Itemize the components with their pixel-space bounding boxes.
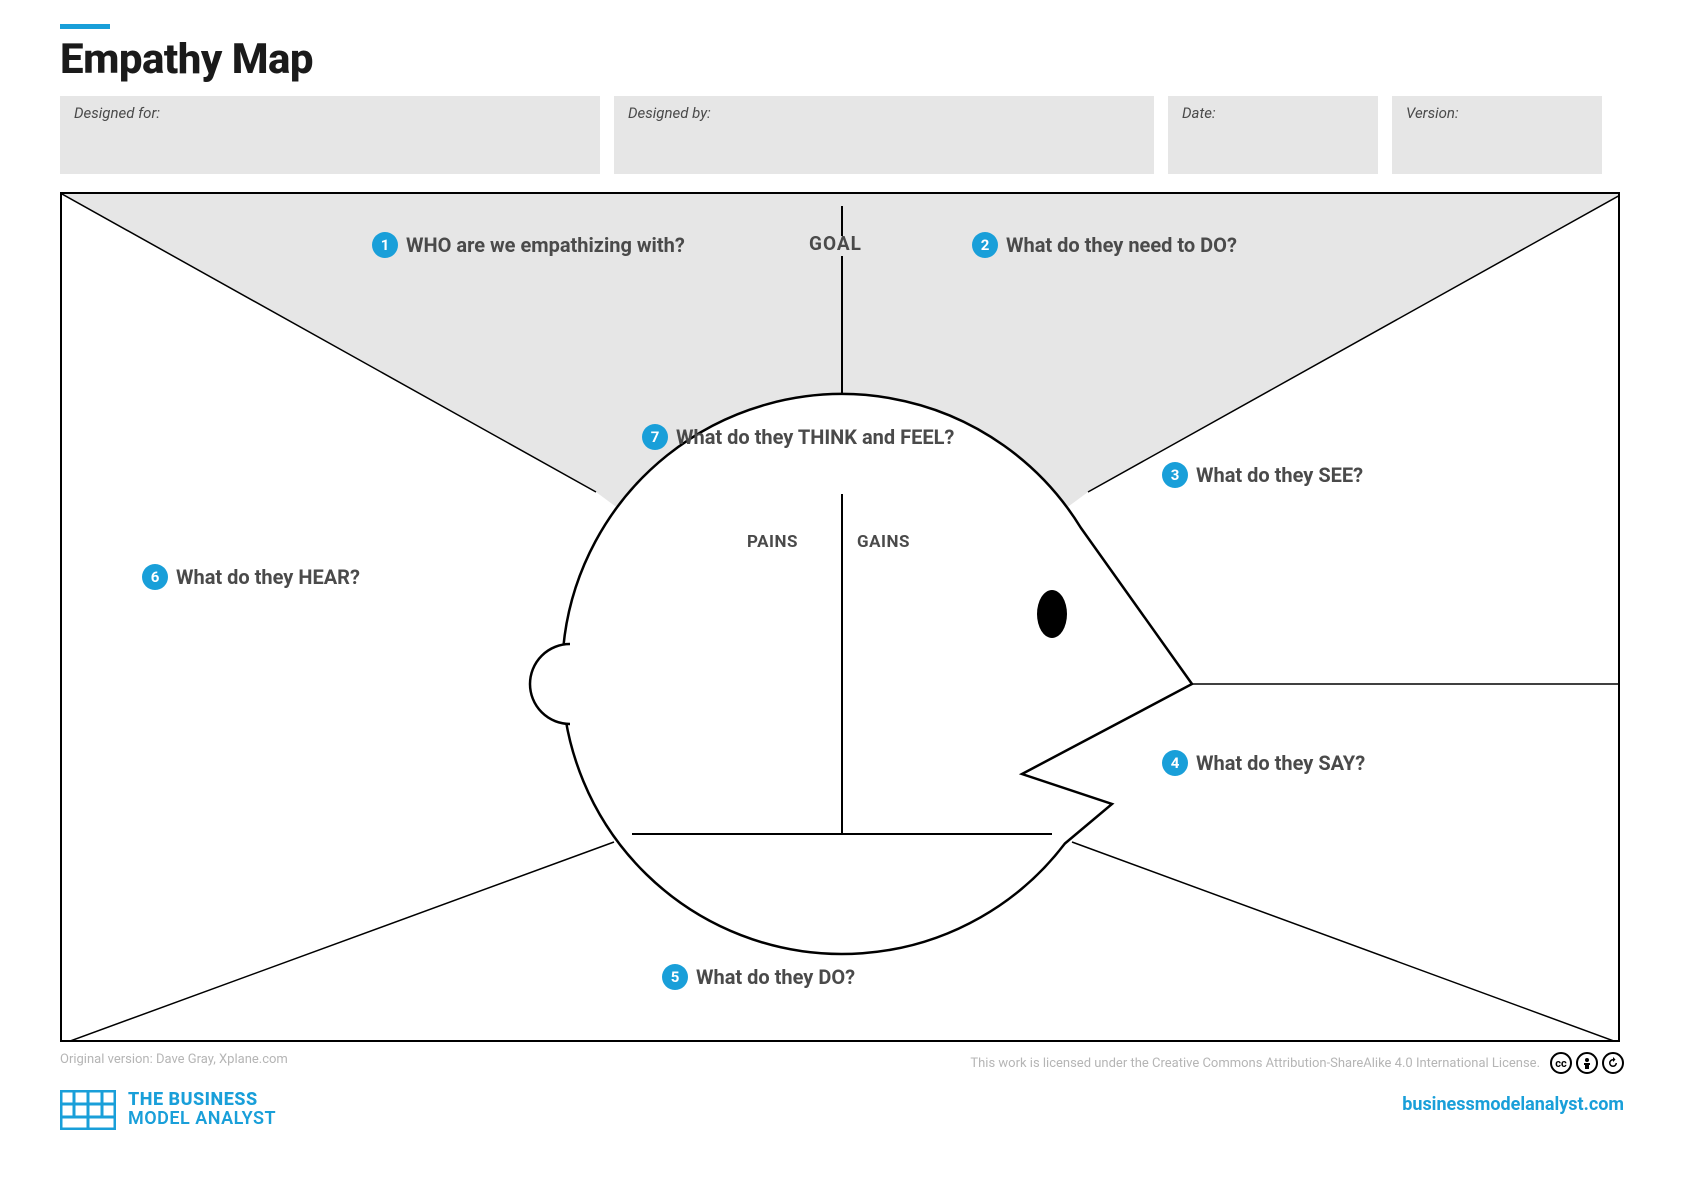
question-3-text: What do they SEE? xyxy=(1196,463,1363,487)
cc-icons: cc xyxy=(1550,1052,1624,1074)
question-4-text: What do they SAY? xyxy=(1196,751,1365,775)
badge-7: 7 xyxy=(642,424,668,450)
badge-3: 3 xyxy=(1162,462,1188,488)
meta-date[interactable]: Date: xyxy=(1168,96,1378,174)
question-6-text: What do they HEAR? xyxy=(176,565,360,589)
meta-version[interactable]: Version: xyxy=(1392,96,1602,174)
map-svg xyxy=(62,194,1620,1042)
badge-4: 4 xyxy=(1162,750,1188,776)
question-7: 7 What do they THINK and FEEL? xyxy=(642,424,954,450)
question-1: 1 WHO are we empathizing with? xyxy=(372,232,685,258)
by-icon xyxy=(1576,1052,1598,1074)
meta-designed-for[interactable]: Designed for: xyxy=(60,96,600,174)
meta-designed-by[interactable]: Designed by: xyxy=(614,96,1154,174)
pains-label: PAINS xyxy=(747,532,798,552)
question-5-text: What do they DO? xyxy=(696,965,855,989)
accent-bar xyxy=(60,24,110,29)
empathy-map-canvas: GOAL 1 WHO are we empathizing with? 2 What… xyxy=(60,192,1620,1042)
question-6: 6 What do they HEAR? xyxy=(142,564,360,590)
badge-2: 2 xyxy=(972,232,998,258)
badge-1: 1 xyxy=(372,232,398,258)
badge-6: 6 xyxy=(142,564,168,590)
question-5: 5 What do they DO? xyxy=(662,964,855,990)
sa-icon xyxy=(1602,1052,1624,1074)
footer: Original version: Dave Gray, Xplane.com … xyxy=(60,1052,1624,1074)
footer-credit: Original version: Dave Gray, Xplane.com xyxy=(60,1052,288,1067)
brand-logo-icon xyxy=(60,1090,116,1130)
question-2: 2 What do they need to DO? xyxy=(972,232,1237,258)
gains-label: GAINS xyxy=(857,532,910,552)
page-title: Empathy Map xyxy=(60,35,1624,84)
badge-5: 5 xyxy=(662,964,688,990)
question-1-text: WHO are we empathizing with? xyxy=(406,233,685,257)
question-7-text: What do they THINK and FEEL? xyxy=(676,425,954,449)
question-4: 4 What do they SAY? xyxy=(1162,750,1365,776)
brand: THE BUSINESS MODEL ANALYST xyxy=(60,1090,276,1130)
question-3: 3 What do they SEE? xyxy=(1162,462,1363,488)
site-link[interactable]: businessmodelanalyst.com xyxy=(1402,1094,1624,1115)
footer-license: This work is licensed under the Creative… xyxy=(970,1056,1540,1071)
goal-label: GOAL xyxy=(809,232,862,255)
meta-row: Designed for: Designed by: Date: Version… xyxy=(60,96,1624,174)
question-2-text: What do they need to DO? xyxy=(1006,233,1237,257)
cc-icon: cc xyxy=(1550,1052,1572,1074)
brand-line2: MODEL ANALYST xyxy=(128,1110,276,1129)
